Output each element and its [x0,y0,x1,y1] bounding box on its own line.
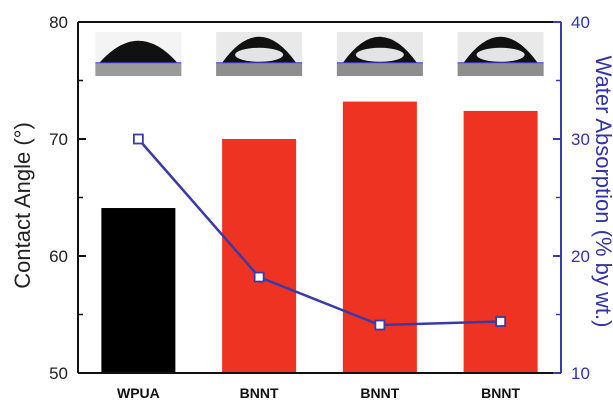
droplet-shape [99,40,178,63]
bar [101,208,176,373]
water-absorption-marker [374,319,386,331]
right-tick-label: 40 [571,13,590,32]
droplet-substrate [336,62,423,76]
category-label: BNNT [481,385,520,401]
left-axis-title: Contact Angle (°) [10,122,35,289]
water-absorption-line [137,138,501,327]
bar [222,139,297,373]
droplet-substrate [216,62,303,76]
right-tick-label: 20 [571,247,590,266]
water-absorption-marker [253,271,265,283]
droplet-substrate [457,62,544,76]
left-tick-label: 80 [49,13,68,32]
left-tick-label: 70 [49,130,68,149]
droplet-substrate [95,62,182,76]
category-label: BNNT [240,385,279,401]
droplet-highlight [355,47,404,62]
right-tick-label: 10 [571,364,590,383]
bar [342,101,417,373]
left-tick-label: 50 [49,364,68,383]
right-axis-title: Water Absorption (% by wt.) [591,56,613,328]
water-absorption-marker [495,316,507,327]
bar [463,110,538,374]
left-tick-label: 60 [49,247,68,266]
water-absorption-marker [132,133,144,145]
right-tick-label: 30 [571,130,590,149]
droplet-highlight [235,47,284,62]
category-label: BNNT [360,385,399,401]
category-label: WPUA [117,385,160,401]
droplet-highlight [476,47,525,62]
